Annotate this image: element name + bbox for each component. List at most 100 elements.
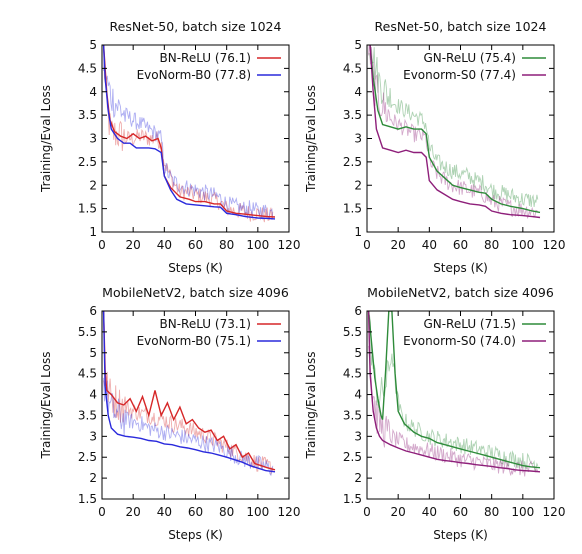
series-1-eval-line [369, 45, 541, 214]
y-tick-label: 4 [354, 388, 362, 402]
y-tick-label: 2 [354, 178, 362, 192]
x-axis-label: Steps (K) [168, 528, 223, 542]
legend-entry-2: Evonorm-S0 (77.4) [403, 68, 516, 82]
legend: BN-ReLU (76.1) EvoNorm-B0 (77.8) [137, 51, 281, 82]
y-tick-label: 5.5 [343, 325, 362, 339]
y-tick-label: 5 [89, 38, 97, 52]
x-tick-label: 20 [126, 505, 141, 519]
y-tick-label: 1.5 [343, 202, 362, 216]
y-tick-label: 3.5 [78, 108, 97, 122]
series-1-eval-line [367, 311, 541, 469]
series-2-training-line [103, 377, 274, 477]
y-tick-label: 1.5 [343, 492, 362, 506]
y-tick-label: 3.5 [78, 408, 97, 422]
y-tick-label: 3 [354, 132, 362, 146]
y-tick-label: 1.5 [78, 202, 97, 216]
chart-title: MobileNetV2, batch size 4096 [367, 285, 554, 300]
x-tick-label: 40 [422, 238, 437, 252]
y-tick-label: 4.5 [343, 61, 362, 75]
y-tick-label: 3.5 [343, 108, 362, 122]
chart-panel-1: ResNet-50, batch size 1024 1 1.5 2 2.5 3 3.5 4 4… [39, 19, 300, 275]
x-tick-label: 120 [543, 505, 566, 519]
x-tick-label: 60 [188, 505, 203, 519]
x-tick-label: 0 [363, 238, 371, 252]
y-tick-label: 4 [89, 388, 97, 402]
x-axis-label: Steps (K) [168, 261, 223, 275]
legend-entry-1: GN-ReLU (71.5) [423, 317, 516, 331]
series-2-eval-line [367, 311, 541, 473]
chart-panel-2: ResNet-50, batch size 1024 1 1.5 2 2.5 3 3.5 4 4… [304, 19, 565, 275]
y-tick-label: 1 [354, 225, 362, 239]
x-tick-label: 80 [219, 505, 234, 519]
x-tick-label: 0 [98, 505, 106, 519]
x-tick-label: 120 [278, 238, 301, 252]
y-tick-label: 1 [89, 225, 97, 239]
legend: GN-ReLU (75.4) Evonorm-S0 (77.4) [403, 51, 546, 82]
y-tick-label: 3 [354, 429, 362, 443]
y-tick-label: 4.5 [78, 367, 97, 381]
x-tick-label: 60 [453, 238, 468, 252]
y-tick-label: 4.5 [343, 367, 362, 381]
legend-entry-1: BN-ReLU (76.1) [160, 51, 252, 65]
series-1-training-line [368, 47, 539, 208]
chart-title: ResNet-50, batch size 1024 [110, 19, 282, 34]
y-tick-label: 5 [354, 38, 362, 52]
series-2-eval-line [369, 45, 541, 219]
y-tick-label: 2.5 [78, 155, 97, 169]
series-2-training-line [103, 57, 274, 220]
series-2-eval-line [102, 45, 276, 220]
x-axis-label: Steps (K) [433, 261, 488, 275]
x-tick-label: 20 [391, 238, 406, 252]
chart-title: MobileNetV2, batch size 4096 [102, 285, 289, 300]
legend-entry-2: Evonorm-S0 (74.0) [403, 334, 516, 348]
y-tick-label: 4 [354, 85, 362, 99]
x-tick-label: 60 [453, 505, 468, 519]
x-tick-label: 120 [278, 505, 301, 519]
series-2-training-line [368, 45, 539, 219]
series-1-training-line [103, 371, 274, 475]
x-tick-label: 80 [484, 505, 499, 519]
legend: BN-ReLU (73.1) EvoNorm-B0 (75.1) [137, 317, 281, 348]
y-tick-label: 2.5 [343, 450, 362, 464]
chart-panel-3: MobileNetV2, batch size 4096 1.5 2 2.5 3 3.5 4… [39, 285, 300, 542]
y-tick-label: 6 [354, 304, 362, 318]
y-tick-label: 2.5 [78, 450, 97, 464]
y-tick-label: 5.5 [78, 325, 97, 339]
legend-entry-1: BN-ReLU (73.1) [160, 317, 252, 331]
y-tick-label: 3 [89, 132, 97, 146]
y-tick-label: 1.5 [78, 492, 97, 506]
y-tick-label: 4 [89, 85, 97, 99]
x-tick-label: 80 [484, 238, 499, 252]
y-tick-label: 2 [354, 471, 362, 485]
x-tick-label: 100 [511, 505, 534, 519]
x-tick-label: 40 [422, 505, 437, 519]
x-tick-label: 80 [219, 238, 234, 252]
x-tick-label: 0 [98, 238, 106, 252]
series-2-training-line [368, 345, 539, 477]
x-tick-label: 0 [363, 505, 371, 519]
legend-entry-2: EvoNorm-B0 (75.1) [137, 334, 251, 348]
x-tick-label: 60 [188, 238, 203, 252]
y-tick-label: 2.5 [343, 155, 362, 169]
legend: GN-ReLU (71.5) Evonorm-S0 (74.0) [403, 317, 546, 348]
y-tick-label: 2 [89, 178, 97, 192]
x-tick-label: 100 [246, 238, 269, 252]
x-tick-label: 40 [157, 238, 172, 252]
chart-title: ResNet-50, batch size 1024 [375, 19, 547, 34]
y-axis-label: Training/Eval Loss [304, 352, 318, 460]
y-tick-label: 3 [89, 429, 97, 443]
x-tick-label: 100 [246, 505, 269, 519]
y-axis-label: Training/Eval Loss [304, 85, 318, 193]
x-tick-label: 20 [126, 238, 141, 252]
y-tick-label: 5 [89, 346, 97, 360]
y-tick-label: 5 [354, 346, 362, 360]
chart-panel-4: MobileNetV2, batch size 4096 1.5 2 2.5 3 3.5 4… [304, 285, 565, 542]
x-tick-label: 40 [157, 505, 172, 519]
series-2-eval-line [102, 311, 276, 473]
y-axis-label: Training/Eval Loss [39, 85, 53, 193]
x-tick-label: 100 [511, 238, 534, 252]
legend-entry-1: GN-ReLU (75.4) [423, 51, 516, 65]
y-tick-label: 4.5 [78, 61, 97, 75]
series-1-eval-line [102, 311, 276, 471]
